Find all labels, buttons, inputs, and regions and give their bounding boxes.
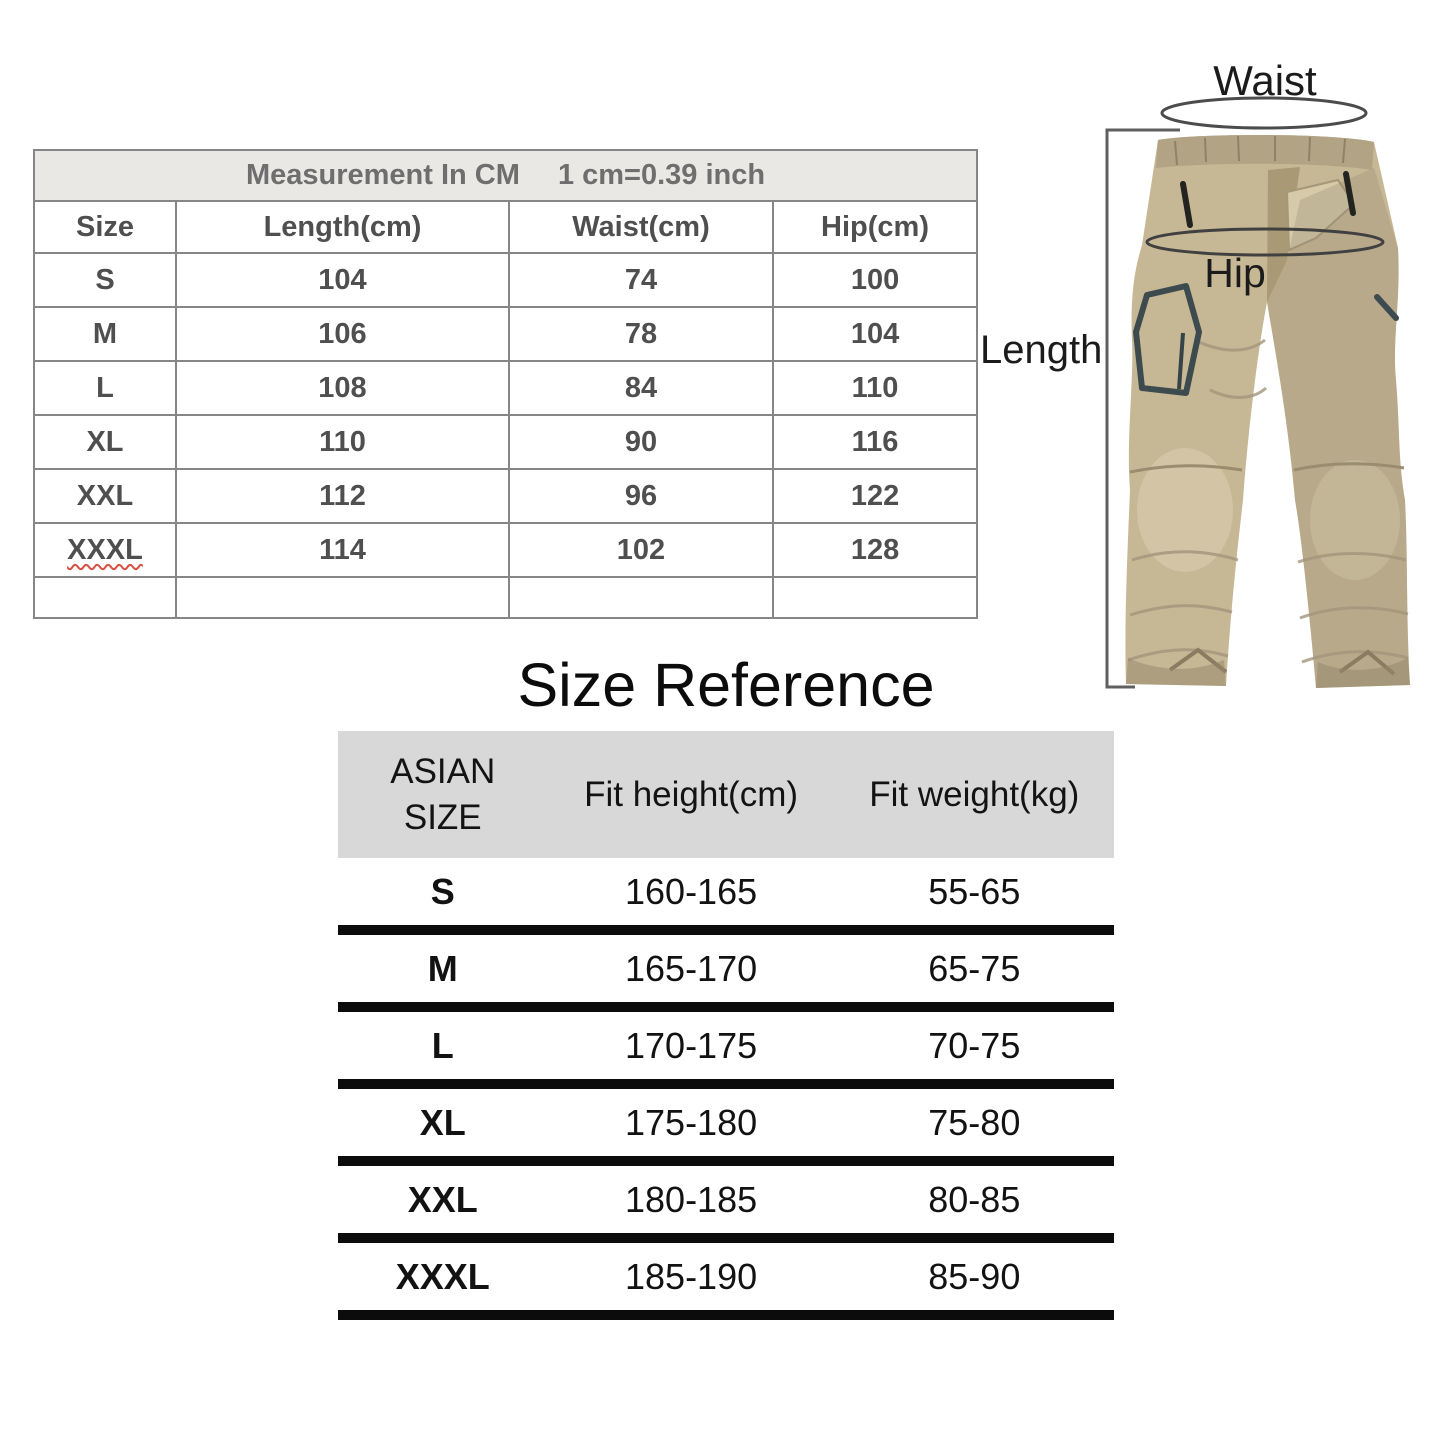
table-row: XL 110 90 116	[33, 414, 979, 470]
measurement-table-title-row: Measurement In CM 1 cm=0.39 inch	[32, 149, 979, 202]
cell-waist: 102	[508, 522, 774, 578]
cell-length: 104	[175, 252, 510, 308]
cell-waist: 84	[508, 360, 774, 416]
column-header-waist: Waist(cm)	[508, 200, 774, 254]
cell-size: M	[427, 947, 458, 989]
column-header-fit-height: Fit height(cm)	[584, 774, 799, 814]
measurement-table: Measurement In CM 1 cm=0.39 inch Size Le…	[32, 149, 979, 619]
table-row: S 104 74 100	[33, 252, 979, 308]
cell-height: 175-180	[625, 1101, 758, 1143]
column-header-hip: Hip(cm)	[771, 200, 979, 254]
waist-label: Waist	[1213, 57, 1317, 104]
right-pocket-flap	[1374, 294, 1399, 321]
cell-length: 106	[175, 306, 510, 362]
cell-height: 180-185	[625, 1178, 758, 1220]
size-reference-row: S 160-165 55-65	[338, 858, 1114, 925]
cell-weight: 75-80	[928, 1101, 1021, 1143]
measurement-table-title: Measurement In CM 1 cm=0.39 inch	[32, 149, 979, 202]
cell-size: XL	[419, 1101, 466, 1143]
cell-weight: 85-90	[928, 1255, 1021, 1297]
cell-size: S	[33, 252, 177, 308]
row-separator	[338, 925, 1114, 935]
cell-size: XXL	[407, 1178, 478, 1220]
table-row: M 106 78 104	[33, 306, 979, 362]
cell-length: 110	[175, 414, 510, 470]
size-reference-row: L 170-175 70-75	[338, 1012, 1114, 1079]
length-bracket	[1105, 128, 1180, 689]
size-reference-row: XXXL 185-190 85-90	[338, 1243, 1114, 1310]
cell-height: 160-165	[625, 870, 758, 912]
size-reference-section: Size Reference ASIAN SIZE Fit height(cm)…	[338, 640, 1114, 1320]
cell-hip: 104	[771, 306, 979, 362]
cell-weight: 55-65	[928, 870, 1021, 912]
cell-size: L	[431, 1024, 454, 1066]
waist-ellipse	[1160, 96, 1368, 130]
size-reference-title: Size Reference	[517, 651, 935, 719]
hip-ellipse	[1145, 227, 1385, 257]
cell-size: XXXL	[395, 1255, 490, 1297]
cell-size: S	[430, 870, 455, 912]
cell-length: 114	[175, 522, 510, 578]
size-reference-row: M 165-170 65-75	[338, 935, 1114, 1002]
column-header-asian-size: ASIAN SIZE	[390, 752, 496, 837]
cell-size-xxxl: XXXL	[67, 533, 143, 566]
size-reference-row: XL 175-180 75-80	[338, 1089, 1114, 1156]
cell-hip: 128	[771, 522, 979, 578]
cell-size: XXXL	[33, 522, 177, 578]
table-row: XXXL 114 102 128	[33, 522, 979, 578]
column-header-fit-weight: Fit weight(kg)	[869, 774, 1080, 814]
row-separator	[338, 1079, 1114, 1089]
cell-weight: 80-85	[928, 1178, 1021, 1220]
left-zipper-icon	[1180, 181, 1193, 228]
cell-length: 108	[175, 360, 510, 416]
size-reference-row: XXL 180-185 80-85	[338, 1166, 1114, 1233]
cell-waist: 96	[508, 468, 774, 524]
cell-waist: 78	[508, 306, 774, 362]
cell-length: 112	[175, 468, 510, 524]
cell-height: 165-170	[625, 947, 758, 989]
measurement-column-header-row: Size Length(cm) Waist(cm) Hip(cm)	[33, 200, 979, 254]
cell-hip: 122	[771, 468, 979, 524]
cell-hip: 100	[771, 252, 979, 308]
cell-waist: 90	[508, 414, 774, 470]
size-reference-header: ASIAN SIZE Fit height(cm) Fit weight(kg)	[338, 731, 1114, 858]
pants-photo	[1105, 96, 1410, 689]
cell-height: 170-175	[625, 1024, 758, 1066]
cell-size: XL	[33, 414, 177, 470]
cell-hip: 110	[771, 360, 979, 416]
measurement-title-text: Measurement In CM	[245, 159, 520, 191]
cell-hip: 116	[771, 414, 979, 470]
cell-height: 185-190	[625, 1255, 758, 1297]
row-separator	[338, 1002, 1114, 1012]
cell-weight: 70-75	[928, 1024, 1021, 1066]
measurement-unit-conversion: 1 cm=0.39 inch	[557, 159, 766, 191]
cell-waist: 74	[508, 252, 774, 308]
pants-diagram: Waist Hip Length	[980, 40, 1445, 720]
column-header-length: Length(cm)	[175, 200, 510, 254]
cell-size: M	[33, 306, 177, 362]
cell-size: L	[33, 360, 177, 416]
cell-weight: 65-75	[928, 947, 1021, 989]
right-zipper-icon	[1343, 171, 1356, 216]
row-separator	[338, 1156, 1114, 1166]
table-row: L 108 84 110	[33, 360, 979, 416]
column-header-size: Size	[33, 200, 177, 254]
cell-size: XXL	[33, 468, 177, 524]
row-separator	[338, 1233, 1114, 1243]
hip-label: Hip	[1204, 250, 1266, 296]
length-label: Length	[980, 328, 1103, 372]
pocket-zipper	[1177, 332, 1185, 390]
row-separator	[338, 1310, 1114, 1320]
table-row-empty	[33, 576, 979, 619]
table-row: XXL 112 96 122	[33, 468, 979, 524]
cargo-pocket-outline	[1133, 283, 1202, 396]
